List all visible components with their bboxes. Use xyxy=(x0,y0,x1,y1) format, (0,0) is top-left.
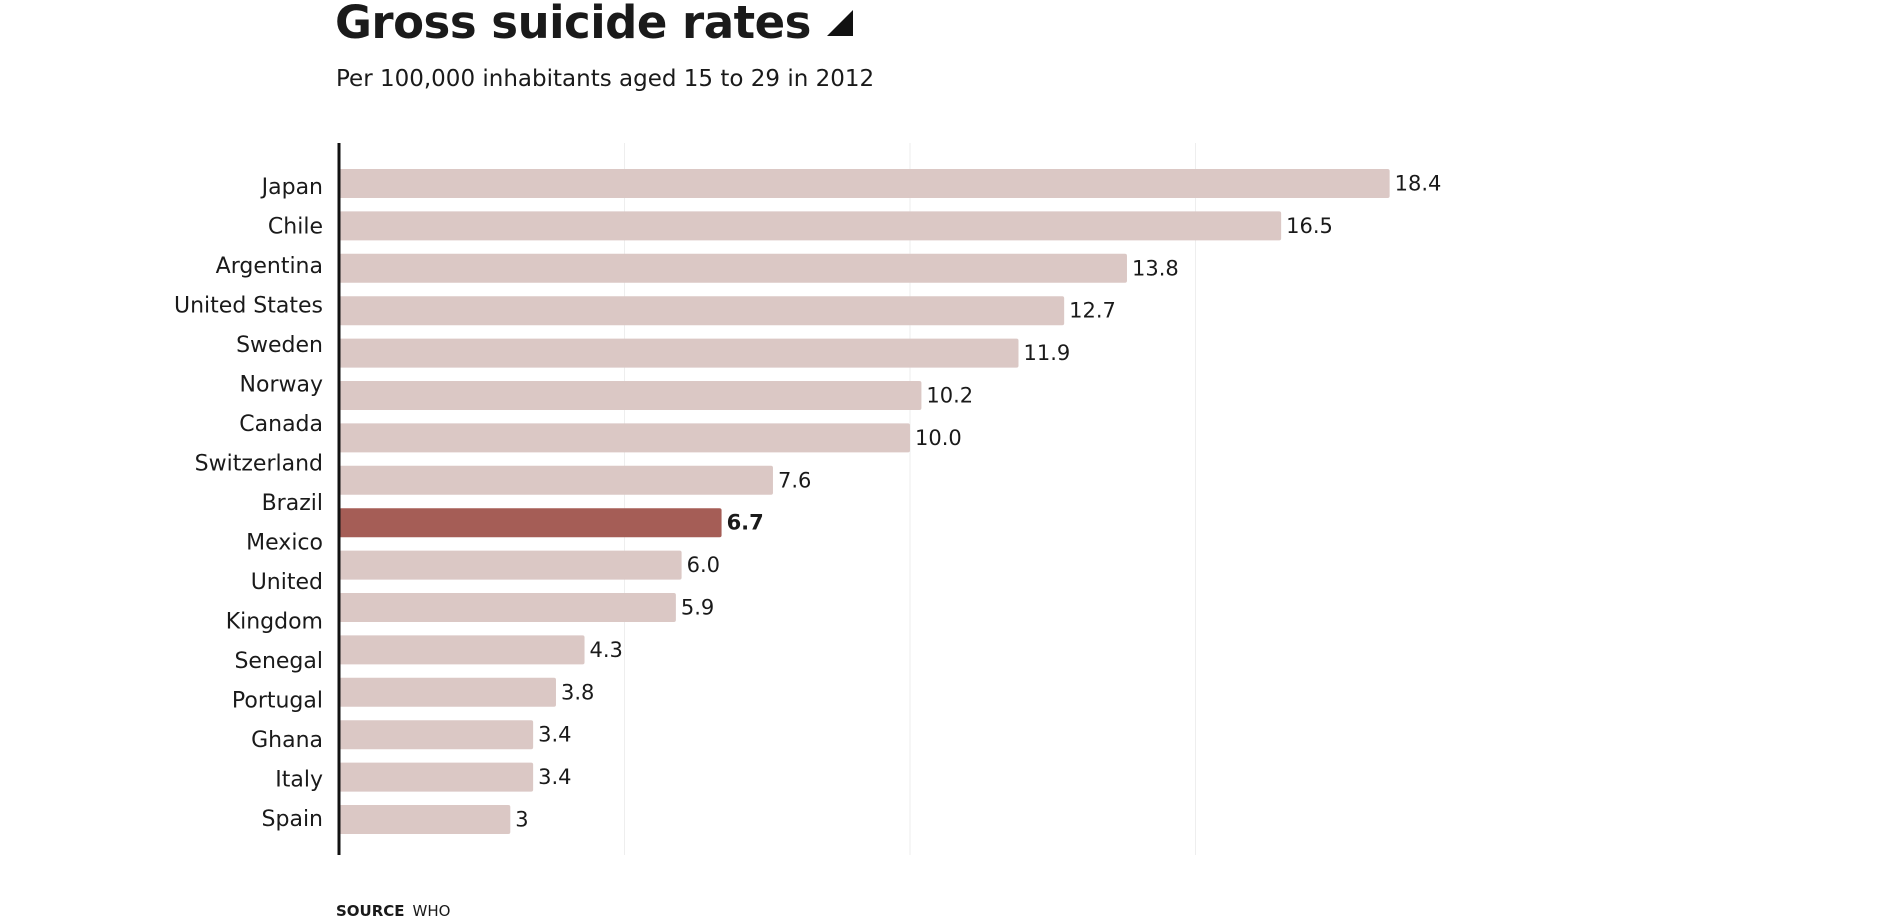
data-label: 4.3 xyxy=(590,638,623,662)
data-label: 3.8 xyxy=(561,680,594,704)
source-value: WHO xyxy=(412,902,451,920)
chart-title-text: Gross suicide rates xyxy=(335,0,811,49)
bar xyxy=(339,381,922,410)
category-label: United xyxy=(251,570,323,595)
source-note: SOURCE WHO xyxy=(336,902,450,920)
category-label: Chile xyxy=(268,215,323,240)
source-label: SOURCE xyxy=(336,902,405,920)
data-label: 13.8 xyxy=(1132,256,1179,280)
chart-subtitle: Per 100,000 inhabitants aged 15 to 29 in… xyxy=(336,66,875,92)
bar xyxy=(339,253,1127,283)
category-label: Kingdom xyxy=(226,610,323,635)
bar xyxy=(339,635,585,665)
bar xyxy=(339,423,910,453)
bar xyxy=(339,465,773,495)
category-label: Norway xyxy=(240,373,323,398)
category-label: Spain xyxy=(262,807,323,832)
category-label: Japan xyxy=(260,175,323,200)
category-label: Switzerland xyxy=(195,452,323,477)
bar xyxy=(339,211,1282,241)
category-label: Mexico xyxy=(246,531,323,556)
bar-highlight xyxy=(339,508,722,538)
data-label: 6.7 xyxy=(727,511,764,535)
category-label: Brazil xyxy=(262,491,323,516)
bar xyxy=(339,762,534,792)
chart-title: Gross suicide rates xyxy=(335,0,853,50)
category-label: Canada xyxy=(239,412,323,437)
category-label: Sweden xyxy=(236,333,323,358)
data-label: 18.4 xyxy=(1395,172,1442,196)
category-label: Ghana xyxy=(251,728,323,753)
data-label: 3.4 xyxy=(538,765,571,789)
data-label: 5.9 xyxy=(681,596,714,620)
bar xyxy=(339,677,556,707)
triangle-icon xyxy=(826,10,853,36)
data-label: 6.0 xyxy=(687,553,720,577)
data-label: 7.6 xyxy=(778,468,811,492)
data-label: 11.9 xyxy=(1023,341,1070,365)
data-label: 10.2 xyxy=(926,384,973,408)
data-label: 3 xyxy=(515,808,528,832)
bar xyxy=(339,593,676,622)
bar xyxy=(339,550,682,580)
data-label: 3.4 xyxy=(538,723,571,747)
bar xyxy=(339,805,511,834)
category-label: United States xyxy=(174,294,323,319)
bar xyxy=(339,296,1065,326)
bar xyxy=(339,338,1019,368)
category-label: Portugal xyxy=(232,689,323,714)
data-label: 12.7 xyxy=(1069,299,1116,323)
category-label: Senegal xyxy=(234,649,323,674)
category-label: Italy xyxy=(275,768,323,793)
data-label: 16.5 xyxy=(1286,214,1333,238)
category-label: Argentina xyxy=(216,254,323,279)
bar xyxy=(339,169,1390,198)
data-label: 10.0 xyxy=(915,426,962,450)
bar xyxy=(339,720,534,750)
